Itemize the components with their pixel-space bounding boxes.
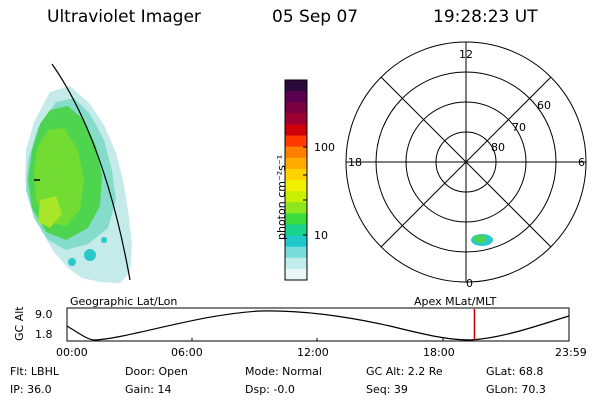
colorbar-stripe	[285, 235, 307, 248]
time-label: 19:28:23 UT	[433, 7, 538, 27]
altitude-xtick-1200: 12:00	[297, 346, 329, 359]
info-flt: Flt: LBHL	[10, 365, 59, 378]
info-mode: Mode: Normal	[245, 365, 322, 378]
altitude-plot-frame	[66, 307, 570, 342]
altitude-xtick-2359: 23:59	[555, 346, 587, 359]
geographic-auroral-image	[25, 86, 132, 283]
lat-label-60: 60	[537, 99, 551, 112]
altitude-curve	[66, 310, 570, 341]
mlt-label-12: 12	[459, 48, 473, 61]
colorbar-stripe	[285, 124, 307, 137]
colorbar-stripe	[285, 257, 307, 270]
altitude-xtick-0600: 06:00	[171, 346, 203, 359]
colorbar-stripe	[285, 113, 307, 125]
colorbar-stripe	[285, 102, 307, 114]
colorbar-stripe	[285, 213, 307, 225]
terminator-line	[51, 63, 131, 281]
lat-label-70: 70	[512, 121, 526, 134]
info-glon: GLon: 70.3	[486, 383, 546, 396]
altitude-xtick-1800: 18:00	[423, 346, 455, 359]
altitude-xtick-0000: 00:00	[56, 346, 88, 359]
altitude-ytick-1.8: 1.8	[35, 328, 53, 341]
colorbar-tick-10: 10	[314, 229, 328, 242]
info-ip: IP: 36.0	[10, 383, 52, 396]
info-glat: GLat: 68.8	[486, 365, 544, 378]
colorbar-stripe	[285, 246, 307, 259]
polar-grid	[345, 41, 587, 283]
date-label: 05 Sep 07	[272, 7, 359, 27]
mlt-label-6: 6	[578, 156, 585, 169]
mlt-label-18: 18	[348, 156, 362, 169]
colorbar-frame	[284, 79, 308, 281]
colorbar-stripe	[285, 180, 307, 192]
colorbar	[285, 80, 307, 281]
lat-label-80: 80	[491, 141, 505, 154]
info-dsp: Dsp: -0.0	[245, 383, 295, 396]
colorbar-unit-label: photon cm⁻²s⁻¹	[275, 154, 288, 240]
apex-label: Apex MLat/MLT	[414, 295, 497, 308]
colorbar-stripe	[285, 268, 307, 281]
colorbar-stripe	[285, 135, 307, 148]
instrument-title: Ultraviolet Imager	[47, 7, 201, 27]
colorbar-tick-100: 100	[314, 141, 335, 154]
mlt-label-0: 0	[466, 277, 473, 290]
colorbar-stripe	[285, 157, 307, 170]
polar-auroral-spot	[471, 234, 493, 246]
colorbar-stripe	[285, 191, 307, 203]
colorbar-stripe	[285, 202, 307, 214]
colorbar-stripe	[285, 91, 307, 103]
geographic-label: Geographic Lat/Lon	[70, 295, 178, 308]
info-seq: Seq: 39	[366, 383, 408, 396]
info-door: Door: Open	[125, 365, 188, 378]
colorbar-stripe	[285, 168, 307, 181]
colorbar-stripe	[285, 146, 307, 159]
altitude-ytick-9: 9.0	[35, 308, 53, 321]
info-gc-alt: GC Alt: 2.2 Re	[366, 365, 443, 378]
altitude-ylabel: GC Alt	[13, 306, 26, 341]
colorbar-stripe	[285, 224, 307, 237]
colorbar-stripe	[285, 80, 307, 92]
info-gain: Gain: 14	[125, 383, 172, 396]
